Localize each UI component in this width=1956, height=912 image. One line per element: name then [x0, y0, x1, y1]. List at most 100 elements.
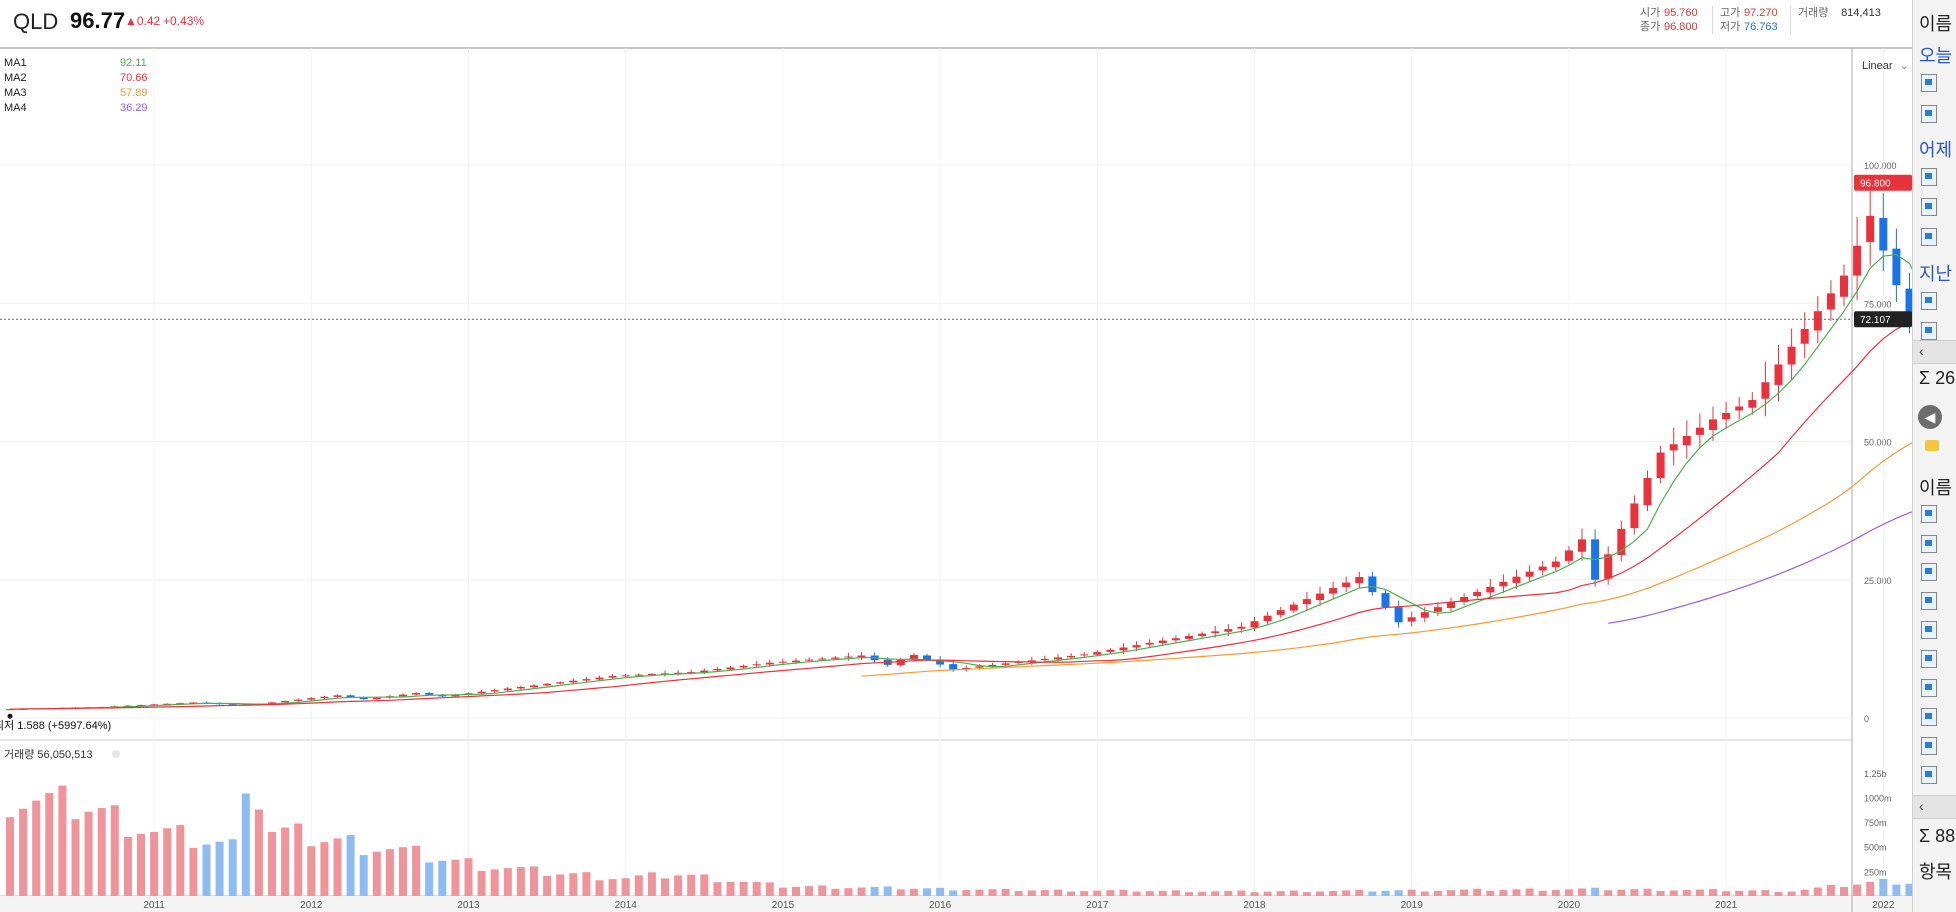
- volume-bar[interactable]: [1774, 891, 1783, 896]
- candle[interactable]: [713, 668, 722, 671]
- candle[interactable]: [778, 661, 787, 663]
- candle[interactable]: [556, 682, 565, 684]
- volume-bar[interactable]: [1682, 890, 1691, 896]
- volume-bar[interactable]: [1473, 888, 1482, 896]
- candle[interactable]: [1447, 602, 1455, 609]
- candle[interactable]: [1420, 612, 1429, 618]
- video-file-icon[interactable]: [1921, 505, 1937, 523]
- m4a-file-icon[interactable]: [1921, 766, 1937, 784]
- volume-bar[interactable]: [1761, 890, 1770, 896]
- candle[interactable]: [923, 655, 931, 660]
- volume-bar[interactable]: [123, 836, 132, 896]
- candle[interactable]: [582, 679, 591, 681]
- candle[interactable]: [294, 699, 303, 701]
- candle[interactable]: [1538, 566, 1547, 571]
- volume-bar[interactable]: [647, 872, 656, 896]
- candle[interactable]: [372, 697, 381, 700]
- volume-bar[interactable]: [1787, 891, 1796, 896]
- video-file-icon[interactable]: [1921, 322, 1937, 340]
- candle[interactable]: [1040, 658, 1049, 661]
- candle[interactable]: [1748, 400, 1757, 408]
- volume-bar[interactable]: [58, 785, 67, 896]
- horizontal-scrollbar[interactable]: ‹: [1913, 340, 1956, 364]
- volume-bar[interactable]: [477, 871, 486, 896]
- volume-bar[interactable]: [281, 827, 290, 896]
- volume-bar[interactable]: [844, 888, 853, 896]
- candle[interactable]: [1905, 288, 1913, 320]
- volume-bar[interactable]: [1224, 890, 1233, 896]
- volume-bar[interactable]: [19, 808, 28, 896]
- volume-bar[interactable]: [385, 849, 394, 896]
- scale-toggle-button[interactable]: Linear ⌄: [1862, 59, 1909, 72]
- candle[interactable]: [1800, 328, 1809, 344]
- volume-settings-icon[interactable]: [112, 750, 120, 758]
- candle[interactable]: [1355, 576, 1364, 584]
- volume-bar[interactable]: [110, 805, 119, 896]
- back-arrow-icon[interactable]: ◀: [1918, 405, 1942, 429]
- volume-bar[interactable]: [320, 842, 329, 896]
- candle[interactable]: [1813, 311, 1822, 331]
- candle[interactable]: [949, 664, 958, 670]
- candle[interactable]: [1564, 550, 1573, 561]
- volume-bar[interactable]: [883, 886, 892, 896]
- volume-bar[interactable]: [831, 888, 840, 896]
- volume-bar[interactable]: [163, 828, 172, 896]
- volume-bar[interactable]: [1460, 889, 1469, 896]
- volume-bar[interactable]: [1800, 889, 1809, 896]
- volume-bar[interactable]: [97, 808, 106, 896]
- volume-bar[interactable]: [1735, 890, 1744, 896]
- mp3-file-icon[interactable]: [1921, 292, 1937, 310]
- volume-bar[interactable]: [1381, 890, 1390, 896]
- candle[interactable]: [1394, 607, 1403, 623]
- candle[interactable]: [137, 705, 145, 707]
- volume-bar[interactable]: [1525, 888, 1534, 896]
- volume-bar[interactable]: [1093, 890, 1102, 896]
- candle[interactable]: [608, 675, 617, 678]
- m4a-file-icon[interactable]: [1921, 621, 1937, 639]
- candle[interactable]: [1433, 607, 1442, 612]
- candle[interactable]: [1407, 617, 1416, 622]
- volume-bar[interactable]: [1669, 890, 1678, 896]
- candle[interactable]: [844, 656, 853, 658]
- volume-bar[interactable]: [412, 845, 421, 896]
- candle[interactable]: [1316, 593, 1324, 601]
- volume-bar[interactable]: [988, 889, 997, 896]
- candle[interactable]: [1067, 655, 1076, 658]
- candle[interactable]: [569, 680, 578, 683]
- candle[interactable]: [700, 670, 709, 673]
- candle[interactable]: [1302, 599, 1311, 605]
- candle[interactable]: [739, 665, 748, 668]
- m4a-file-icon[interactable]: [1921, 737, 1937, 755]
- video-file-icon[interactable]: [1921, 228, 1937, 246]
- volume-bar[interactable]: [294, 823, 303, 896]
- candle[interactable]: [1276, 610, 1285, 615]
- volume-bar[interactable]: [700, 874, 709, 896]
- candle[interactable]: [333, 695, 342, 697]
- candle[interactable]: [1158, 640, 1167, 644]
- candle[interactable]: [307, 698, 316, 700]
- volume-bar[interactable]: [516, 867, 525, 896]
- volume-bar[interactable]: [464, 858, 473, 896]
- candle[interactable]: [399, 694, 407, 697]
- candle[interactable]: [857, 655, 866, 658]
- candle[interactable]: [150, 704, 159, 706]
- volume-bar[interactable]: [1040, 890, 1049, 896]
- volume-bar[interactable]: [1067, 891, 1076, 896]
- volume-bar[interactable]: [32, 800, 41, 896]
- volume-bar[interactable]: [1420, 891, 1429, 896]
- candle[interactable]: [726, 667, 735, 670]
- candle[interactable]: [1198, 633, 1207, 636]
- candle[interactable]: [674, 672, 683, 674]
- volume-bar[interactable]: [1512, 889, 1521, 896]
- candle[interactable]: [1132, 645, 1141, 648]
- volume-bar[interactable]: [621, 878, 630, 896]
- candle[interactable]: [1617, 528, 1626, 555]
- candle[interactable]: [425, 692, 434, 695]
- volume-bar[interactable]: [1316, 891, 1324, 896]
- volume-bar[interactable]: [949, 890, 958, 896]
- volume-bar[interactable]: [857, 887, 866, 896]
- volume-bar[interactable]: [71, 819, 80, 896]
- candle[interactable]: [1054, 657, 1062, 660]
- volume-bar[interactable]: [634, 875, 643, 896]
- candle[interactable]: [1630, 503, 1639, 529]
